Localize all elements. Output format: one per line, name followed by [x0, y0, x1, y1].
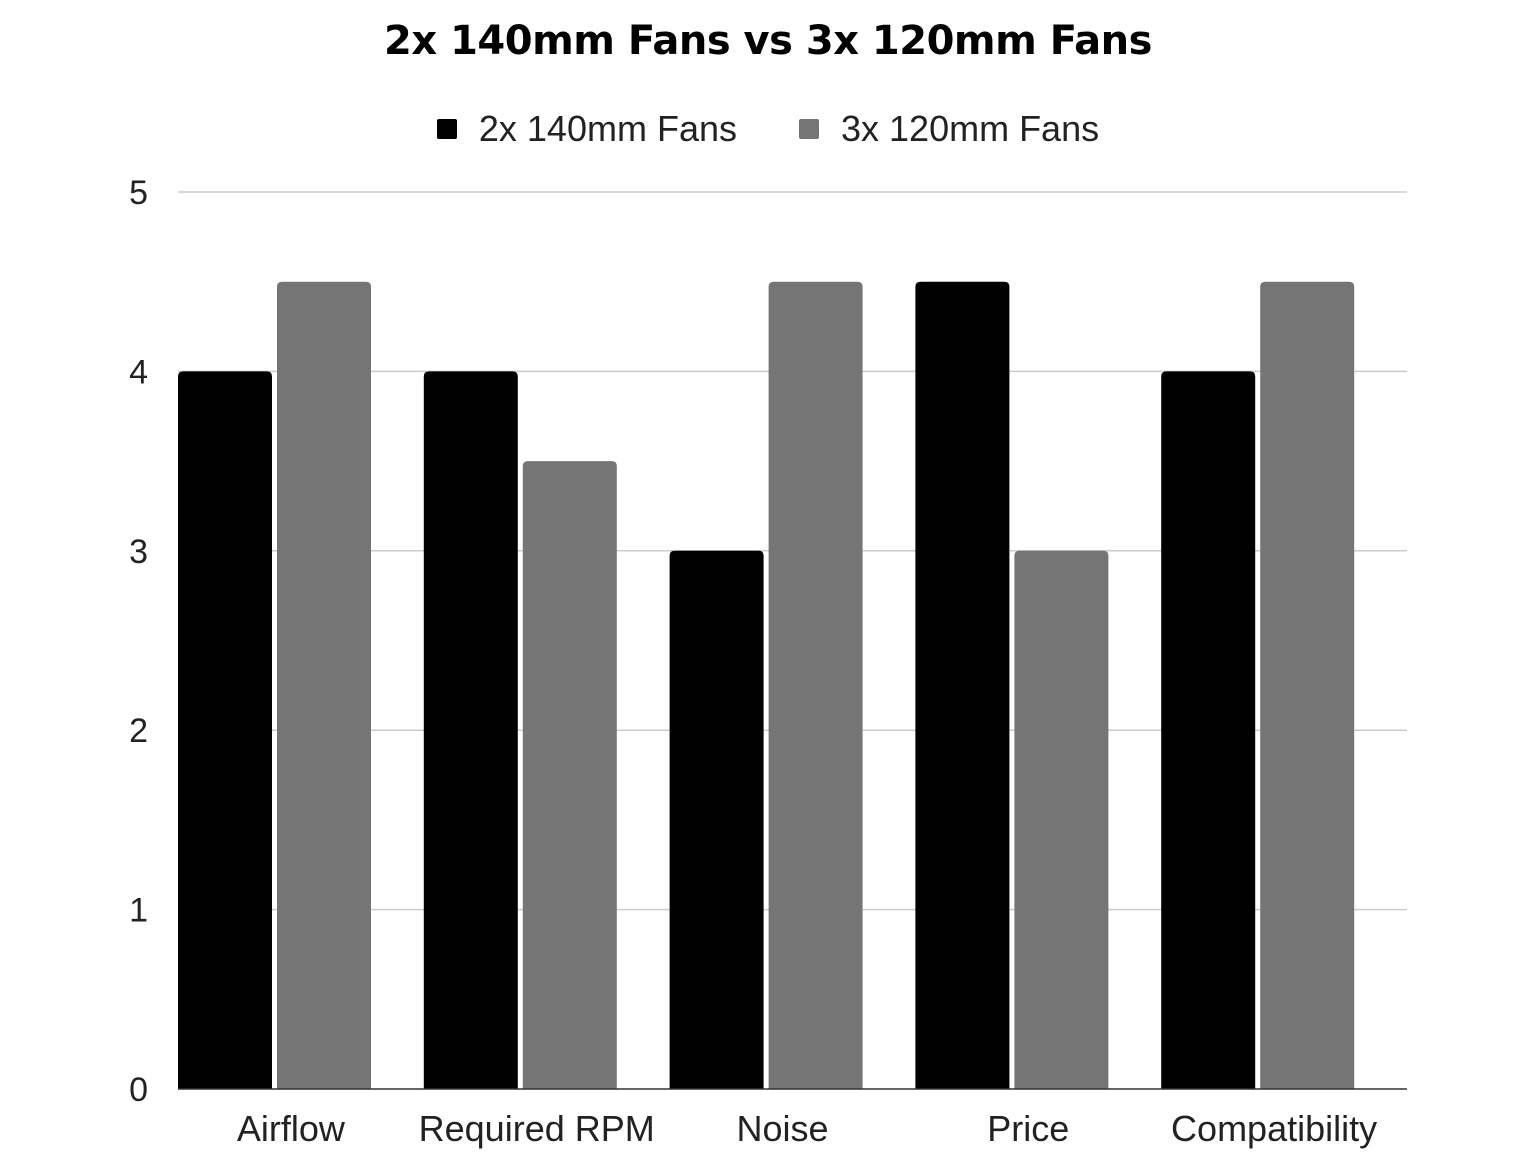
legend: 2x 140mm Fans 3x 120mm Fans: [0, 108, 1536, 150]
x-category-label: Price: [987, 1108, 1069, 1149]
x-category-label: Noise: [736, 1108, 828, 1149]
bar-noise-series-1: [669, 550, 764, 1089]
bar-compatibility-series-1: [1161, 371, 1256, 1089]
legend-label-series-2: 3x 120mm Fans: [841, 108, 1100, 149]
bar-required-rpm-series-2: [522, 461, 617, 1090]
legend-item-series-2: 3x 120mm Fans: [799, 108, 1099, 150]
legend-swatch-series-2: [799, 119, 819, 139]
bar-required-rpm-series-1: [423, 371, 518, 1089]
bar-airflow-series-1: [178, 371, 272, 1089]
bar-price-series-1: [915, 281, 1010, 1089]
y-tick-label: 3: [129, 533, 148, 571]
x-category-label: Compatibility: [1171, 1108, 1377, 1149]
bar-compatibility-series-2: [1260, 281, 1355, 1089]
bar-price-series-2: [1014, 550, 1109, 1089]
y-tick-label: 1: [129, 892, 148, 930]
y-tick-label: 0: [129, 1071, 148, 1109]
legend-swatch-series-1: [436, 119, 457, 139]
x-category-label: Airflow: [237, 1108, 346, 1149]
y-tick-label: 5: [129, 174, 148, 212]
legend-item-series-1: 2x 140mm Fans: [436, 108, 737, 150]
y-tick-label: 2: [129, 712, 148, 750]
y-tick-label: 4: [129, 353, 148, 391]
chart-title: 2x 140mm Fans vs 3x 120mm Fans: [384, 18, 1152, 64]
bar-noise-series-2: [768, 281, 863, 1089]
x-category-label: Required RPM: [419, 1108, 655, 1149]
legend-label-series-1: 2x 140mm Fans: [478, 108, 737, 149]
bar-airflow-series-2: [277, 281, 371, 1089]
